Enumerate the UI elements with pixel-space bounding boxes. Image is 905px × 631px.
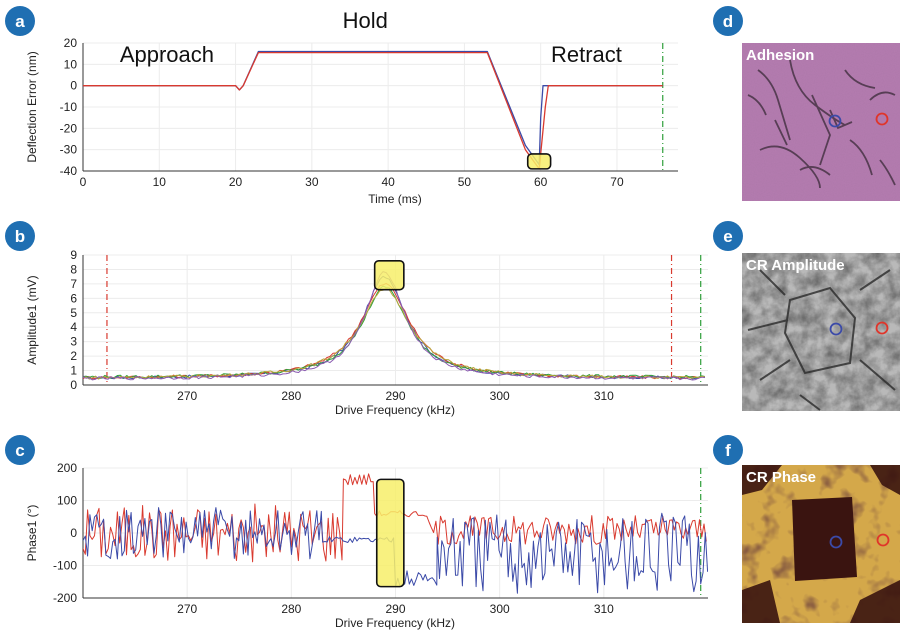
chart-a-x-tick: 30 (305, 175, 319, 189)
chart-b-x-tick: 290 (385, 389, 405, 403)
cr-amplitude-image: CR Amplitude (742, 253, 900, 411)
red-marker (876, 533, 890, 547)
phase-dark-region (792, 497, 857, 581)
panel-badge-a: a (5, 6, 35, 36)
chart-c: 270 280 290 300 310 200 100 0 -100 -200 Drive Fre… (25, 461, 708, 630)
chart-a-x-tick: 50 (458, 175, 472, 189)
blue-marker (828, 114, 842, 128)
chart-c-y-label: Phase1 (°) (25, 505, 39, 562)
chart-b-series-3 (83, 288, 705, 380)
chart-a-x-tick: 40 (381, 175, 395, 189)
chart-a-y-tick: 10 (64, 57, 78, 71)
cr-phase-image: CR Phase (742, 465, 900, 623)
chart-b-y-tick: 5 (70, 306, 77, 320)
chart-a-y-tick: -40 (60, 164, 78, 178)
chart-c-y-tick: 200 (57, 461, 77, 475)
svg-text:d: d (723, 12, 733, 31)
chart-a-x-tick: 70 (610, 175, 624, 189)
chart-c-x-tick: 300 (490, 602, 510, 616)
panel-badge-d: d (713, 6, 743, 36)
chart-c-y-tick: -100 (53, 559, 77, 573)
adhesion-texture (747, 59, 896, 189)
chart-a-y-tick: 20 (64, 36, 78, 50)
panel-badge-b: b (5, 221, 35, 251)
chart-a-x-label: Time (ms) (368, 192, 422, 206)
chart-c-x-tick: 310 (594, 602, 614, 616)
chart-c-x-tick: 270 (177, 602, 197, 616)
svg-text:b: b (15, 227, 25, 246)
chart-c-highlight-box (375, 478, 405, 588)
panel-badge-f: f (713, 435, 743, 465)
chart-a-y-label: Deflection Error (nm) (25, 51, 39, 162)
chart-b-x-tick: 310 (594, 389, 614, 403)
chart-c-x-tick: 290 (385, 602, 405, 616)
phase-label-retract: Retract (551, 42, 622, 67)
chart-b-x-tick: 270 (177, 389, 197, 403)
chart-b-x-tick: 300 (490, 389, 510, 403)
svg-text:c: c (15, 441, 24, 460)
chart-b-y-tick: 1 (70, 364, 77, 378)
chart-b-y-tick: 7 (70, 277, 77, 291)
chart-a-x-tick: 0 (80, 175, 87, 189)
chart-a-x-tick: 20 (229, 175, 243, 189)
cr-phase-label: CR Phase (746, 469, 816, 486)
blue-marker (829, 535, 843, 549)
panel-badge-c: c (5, 435, 35, 465)
chart-b-x-tick: 280 (281, 389, 301, 403)
chart-b-y-tick: 9 (70, 248, 77, 262)
chart-b-y-tick: 4 (70, 320, 77, 334)
chart-c-y-tick: -200 (53, 591, 77, 605)
chart-a-series-0 (83, 50, 663, 166)
chart-a-y-tick: -10 (60, 100, 78, 114)
chart-c-y-tick: 0 (70, 526, 77, 540)
chart-b-y-tick: 0 (70, 378, 77, 392)
chart-b-series-2 (83, 285, 705, 379)
chart-b-x-label: Drive Frequency (kHz) (335, 403, 455, 417)
chart-a-y-tick: -20 (60, 121, 78, 135)
amplitude-texture (747, 269, 896, 411)
chart-a: 0 10 20 30 40 50 60 70 20 10 0 -10 -20 -30 -40 Approac… (25, 8, 678, 206)
chart-b-highlight-box (373, 259, 405, 291)
svg-text:a: a (15, 12, 25, 31)
chart-a-x-tick: 60 (534, 175, 548, 189)
svg-text:e: e (723, 227, 732, 246)
chart-a-highlight-box (526, 153, 552, 170)
chart-a-y-tick: 0 (70, 79, 77, 93)
chart-b-y-tick: 8 (70, 262, 77, 276)
svg-text:f: f (725, 441, 731, 460)
phase-label-approach: Approach (120, 42, 214, 67)
chart-b-y-tick: 3 (70, 335, 77, 349)
chart-b-y-tick: 2 (70, 349, 77, 363)
chart-a-y-tick: -30 (60, 143, 78, 157)
chart-a-series-1 (83, 51, 663, 170)
chart-c-x-label: Drive Frequency (kHz) (335, 616, 455, 630)
chart-b-y-tick: 6 (70, 291, 77, 305)
chart-c-y-tick: 100 (57, 494, 77, 508)
red-marker (875, 321, 889, 335)
blue-marker (829, 322, 843, 336)
adhesion-image: Adhesion (742, 43, 900, 201)
adhesion-label: Adhesion (746, 47, 814, 64)
chart-c-x-tick: 280 (281, 602, 301, 616)
chart-b-series-1 (83, 282, 706, 380)
red-marker (875, 112, 889, 126)
phase-label-hold: Hold (343, 8, 388, 33)
cr-amplitude-label: CR Amplitude (746, 257, 845, 274)
chart-b-y-label: Amplitude1 (mV) (25, 275, 39, 364)
chart-a-x-tick: 10 (153, 175, 167, 189)
panel-badge-e: e (713, 221, 743, 251)
